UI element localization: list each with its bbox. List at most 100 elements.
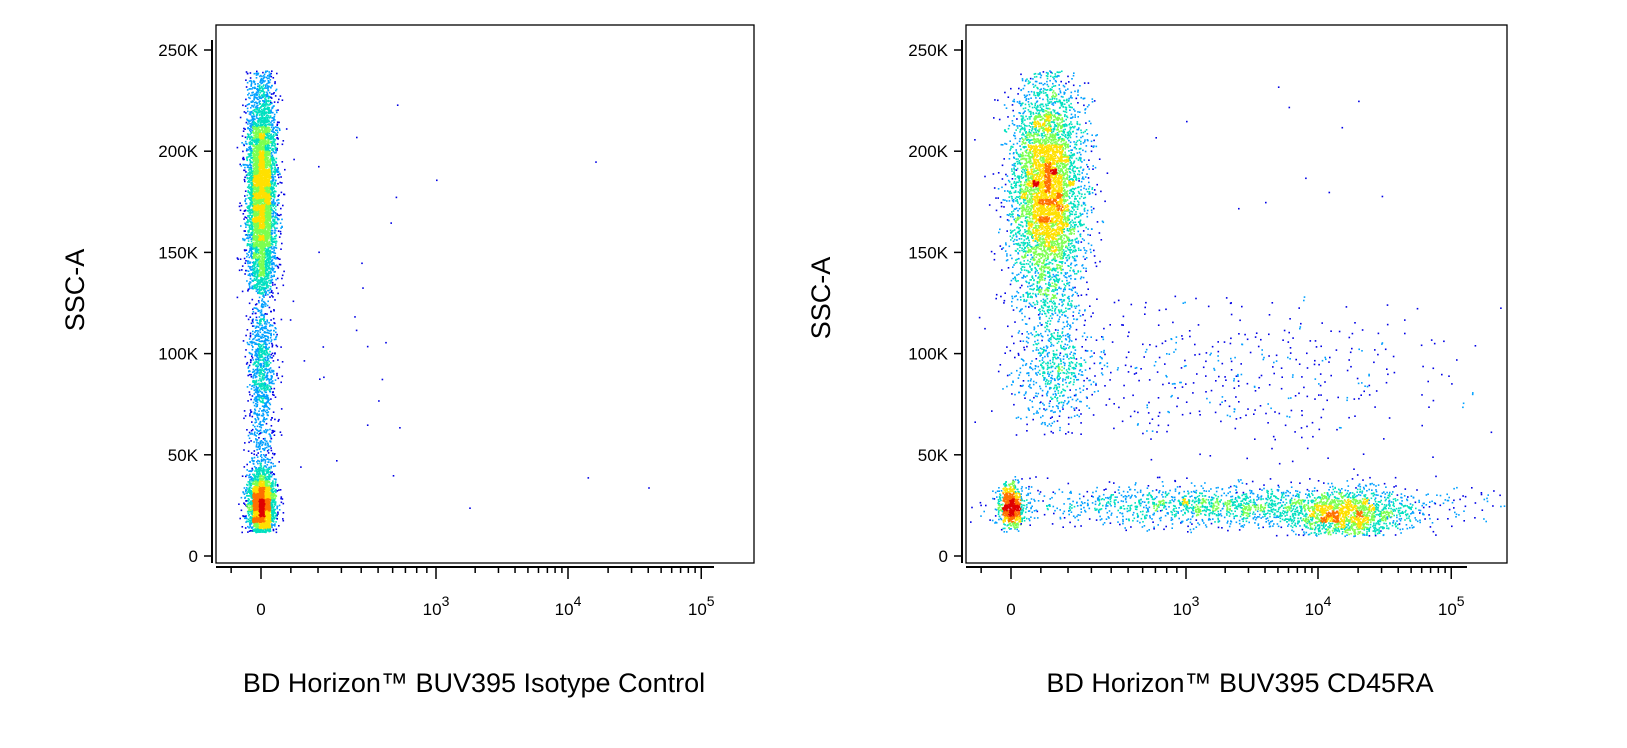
event-dot [249,220,252,223]
event-dot [250,150,253,153]
event-dot [268,209,270,211]
event-dot [263,121,265,124]
event-dot [253,229,256,231]
event-dot [251,123,254,126]
event-dot [268,244,271,246]
event-dot [272,262,274,264]
event-dot [253,267,256,270]
event-dot [261,210,264,212]
event-dot [269,210,271,212]
event-dot [274,227,276,229]
event-dot [245,217,248,219]
event-dot [257,281,259,283]
event-dot [251,129,253,132]
event-dot [265,249,268,252]
event-dot [268,211,270,214]
event-dot [255,237,257,240]
event-dot [249,198,251,200]
event-dot [265,87,268,89]
event-dot [260,160,263,163]
event-dot [268,178,271,181]
event-dot [247,156,249,158]
event-dot [272,141,275,144]
event-dot [273,121,275,124]
event-dot [273,196,276,199]
event-dot [250,94,252,97]
event-dot [262,171,265,174]
event-dot [257,222,260,224]
event-dot [265,121,267,124]
event-dot [259,161,261,163]
event-dot [282,204,284,207]
event-dot [276,124,278,126]
event-dot [249,136,251,138]
event-dot [240,204,243,207]
event-dot [266,235,268,237]
event-dot [272,77,275,79]
event-dot [278,121,280,124]
event-dot [246,176,248,179]
event-dot [260,284,263,286]
event-dot [259,111,261,114]
event-dot [249,125,251,128]
event-dot [263,239,265,241]
event-dot [273,238,276,240]
event-dot [243,210,246,212]
event-dot [269,159,272,161]
event-dot [271,200,273,203]
event-dot [256,182,258,184]
event-dot [253,261,255,263]
event-dot [266,91,268,94]
event-dot [268,264,270,266]
event-dot [268,261,270,264]
event-dot [274,146,277,148]
event-dot [272,105,275,107]
event-dot [271,233,273,235]
event-dot [275,179,277,182]
event-dot [268,242,271,245]
event-dot [248,92,250,95]
event-dot [252,228,255,231]
event-dot [270,126,273,129]
event-dot [277,167,279,169]
event-dot [258,110,261,113]
event-dot [254,232,256,234]
event-dot [270,240,273,243]
event-dot [253,152,256,155]
event-dot [246,177,249,180]
event-dot [256,189,258,192]
event-dot [243,164,245,166]
event-dot [273,173,276,176]
event-dot [262,109,265,111]
event-dot [249,277,252,280]
event-dot [262,261,265,264]
event-dot [251,250,253,253]
event-dot [260,97,263,100]
event-dot [263,242,265,244]
event-dot [254,96,257,98]
event-dot [264,71,267,74]
event-dot [244,105,247,107]
event-dot [263,110,266,113]
event-dot [262,77,265,80]
event-dot [251,252,254,255]
event-dot [269,261,272,263]
event-dot [255,138,257,140]
event-dot [247,110,249,113]
event-dot [265,130,267,133]
event-dot [245,249,248,251]
event-dot [261,265,263,267]
event-dot [253,108,256,111]
event-dot [273,274,275,277]
event-dot [249,77,252,79]
event-dot [250,254,252,257]
event-dot [253,128,255,131]
event-dot [275,168,277,170]
event-dot [271,189,273,192]
event-dot [281,226,283,228]
event-dot [247,185,250,188]
event-dot [258,192,260,194]
event-dot [271,143,273,145]
event-dot [249,129,251,132]
event-dot [266,240,268,242]
